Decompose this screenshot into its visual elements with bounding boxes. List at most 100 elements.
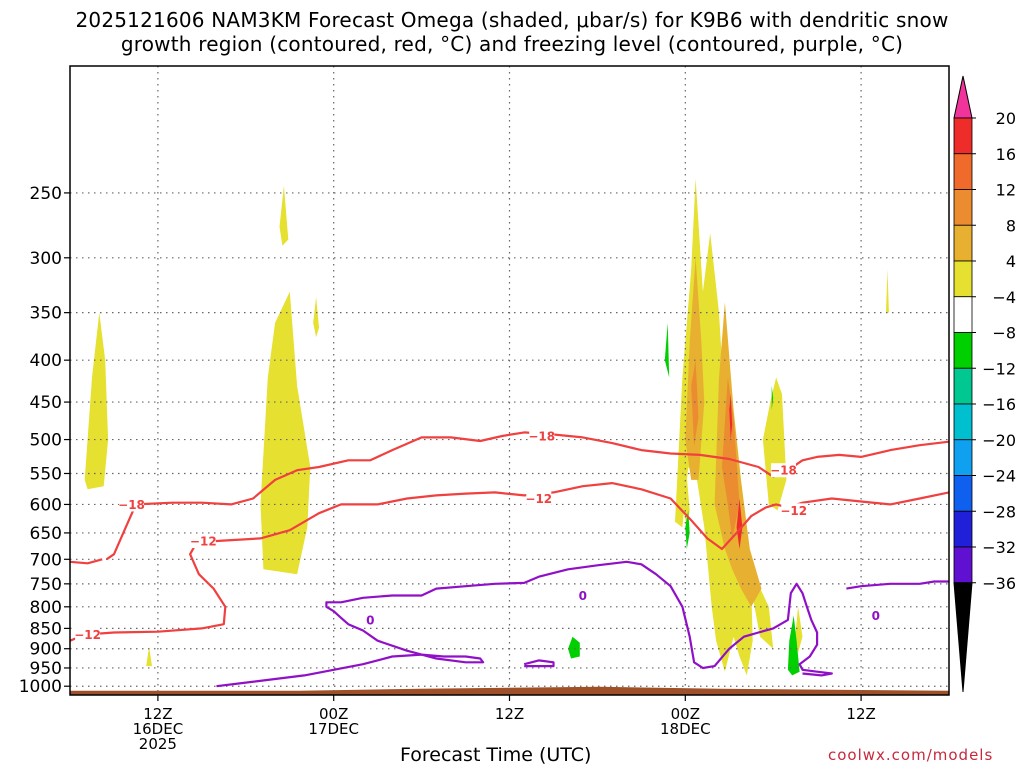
contour-label-1-2: −12 [525,492,552,506]
contour-line-4 [846,580,949,590]
colorbar-label-0: 20 [996,109,1016,128]
chart-title-line1: 2025121606 NAM3KM Forecast Omega (shaded… [75,8,949,32]
contour-label-bg-3-2 [870,608,882,623]
contour-label-bg-1-3 [781,503,807,518]
omega-region-2 [279,185,289,246]
omega-region-4 [146,646,152,667]
y-tick-label-1000: 1000 [19,677,62,697]
omega-region-6 [762,377,787,511]
contour-line-5 [523,659,555,668]
colorbar-bin-2 [953,189,973,226]
x-tick-label-12-1: 16DEC [133,720,184,738]
y-tick-label-550: 550 [30,464,62,484]
y-tick-label-900: 900 [30,640,62,660]
colorbar-label-9: −20 [982,431,1016,450]
x-tick-label-12-2: 2025 [139,735,177,753]
omega-region-1 [260,291,311,575]
colorbar-bottom-arrow [953,582,973,693]
colorbar-bin-10 [953,475,973,512]
x-tick-label-60-0: 12Z [846,705,875,723]
y-tick-label-450: 450 [30,393,62,413]
omega-region-17 [685,510,690,549]
contour-label-1-3: −12 [780,504,807,518]
contour-label-bg-3-1 [577,588,589,603]
y-tick-label-350: 350 [30,304,62,324]
colorbar-label-10: −24 [982,467,1016,486]
omega-region-15 [736,498,743,549]
contour-labels: −18 −18 −18 −12 −12 −12 −12 0 0 0 [74,428,882,642]
chart-title-line2: growth region (contoured, red, °C) and f… [120,32,904,56]
y-axis: 2503003504004505005506006507007508008509… [19,184,70,697]
gridlines [70,66,949,695]
x-tick-label-48-1: 18DEC [660,720,711,738]
y-tick-label-700: 700 [30,550,62,570]
omega-region-16 [664,322,670,378]
contour-label-bg-1-0 [75,627,101,642]
colorbar-label-5: −4 [992,288,1016,307]
y-tick-label-300: 300 [30,249,62,269]
omega-region-11 [714,302,762,607]
colorbar-bin-6 [953,332,973,369]
contour-line-3 [216,560,833,688]
colorbar-bin-0 [953,117,973,155]
contour-label-1-0: −12 [74,628,101,642]
omega-region-14 [729,394,733,440]
colorbar-bin-3 [953,224,973,262]
colorbar-bin-5 [953,296,973,333]
x-tick-label-24-1: 17DEC [308,720,359,738]
colorbar-label-11: −28 [982,502,1016,521]
contour-line-2 [70,558,103,565]
colorbar-label-4: 4 [1006,252,1016,271]
colorbar-label-7: −12 [982,359,1016,378]
contour-line-0 [105,431,949,561]
omega-region-19 [771,385,774,410]
omega-shading-layer [84,178,889,676]
contour-label-bg-3-0 [364,612,376,627]
x-tick-label-24-0: 00Z [319,705,348,723]
x-tick-label-12-0: 12Z [143,705,172,723]
contour-label-bg-1-1 [190,534,216,549]
omega-region-8 [886,269,889,313]
contour-label-bg-1-2 [526,491,552,506]
colorbar-label-8: −16 [982,395,1016,414]
omega-region-3 [313,297,319,338]
contour-label-bg-0-2 [770,463,796,478]
y-tick-label-400: 400 [30,351,62,371]
x-tick-label-36-0: 12Z [495,705,524,723]
colorbar-bin-8 [953,403,973,441]
omega-region-18 [568,636,580,659]
colorbar-label-1: 16 [996,145,1016,164]
y-tick-label-250: 250 [30,184,62,204]
contour-label-3-2: 0 [872,609,880,623]
y-tick-label-950: 950 [30,659,62,679]
colorbar-bin-11 [953,510,973,548]
colorbar-bin-9 [953,439,973,476]
omega-region-13 [691,360,699,447]
contour-layer [70,431,949,688]
colorbar-bin-4 [953,260,973,298]
y-tick-label-500: 500 [30,431,62,451]
x-axis-title: Forecast Time (UTC) [400,744,592,766]
contour-label-3-0: 0 [366,613,374,627]
omega-region-12 [721,377,740,539]
colorbar: 20 16 12 8 4 −4 −8 −12 −16 −20 −24 −28 −32 −36 [953,75,1016,693]
y-tick-label-800: 800 [30,598,62,618]
contour-label-0-1: −18 [528,429,555,443]
colorbar-bin-7 [953,367,973,405]
x-tick-label-48-0: 00Z [671,705,700,723]
colorbar-bin-12 [953,546,973,584]
colorbar-label-12: −32 [982,538,1016,557]
colorbar-label-2: 12 [996,181,1016,200]
contour-label-bg-0-0 [119,497,145,512]
contour-label-3-1: 0 [579,589,587,603]
y-tick-label-850: 850 [30,619,62,639]
contour-label-bg-0-1 [529,428,555,443]
colorbar-bin-1 [953,153,973,190]
y-tick-label-650: 650 [30,524,62,544]
colorbar-label-6: −8 [992,324,1016,343]
contour-line-1 [70,482,949,642]
colorbar-label-13: −36 [982,574,1016,593]
colorbar-top-arrow [953,75,973,119]
